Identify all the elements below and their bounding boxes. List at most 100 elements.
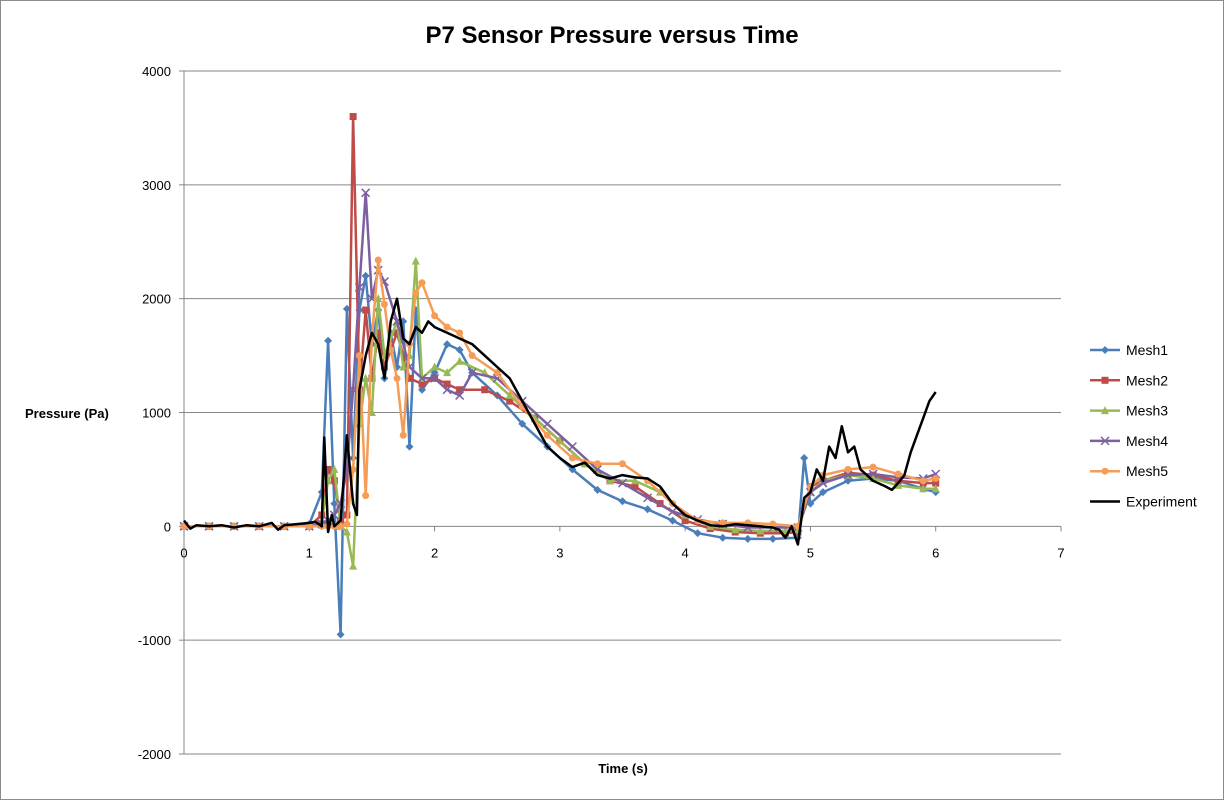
data-point-mesh5 [543, 431, 551, 439]
data-point-mesh2 [362, 306, 370, 314]
data-point-mesh1 [768, 534, 777, 543]
chart-title: P7 Sensor Pressure versus Time [425, 22, 798, 49]
y-tick-labels: -2000 -1000 0 1000 2000 3000 4000 [138, 64, 171, 762]
y-tick-label: 0 [164, 519, 171, 534]
data-point-mesh3 [931, 484, 940, 493]
data-point-mesh3 [330, 464, 339, 473]
data-point-mesh1 [718, 533, 727, 542]
data-point-mesh3 [430, 362, 439, 371]
data-point-mesh5 [355, 352, 363, 360]
x-tick-label: 1 [306, 545, 313, 560]
y-tick-label: 3000 [142, 178, 171, 193]
data-point-mesh1 [361, 271, 370, 280]
data-point-mesh5 [374, 256, 382, 264]
legend-label-mesh1: Mesh1 [1126, 342, 1168, 358]
x-tick-labels: 0 1 2 3 4 5 6 7 [180, 545, 1064, 560]
series-line-experiment [183, 297, 937, 546]
data-point-mesh2 [374, 329, 382, 337]
data-point-mesh1 [693, 529, 702, 538]
legend-marker-mesh4 [1100, 436, 1110, 446]
series-mesh5 [180, 256, 940, 530]
data-point-mesh4 [868, 469, 878, 479]
x-tick-label: 0 [180, 545, 187, 560]
legend-marker-mesh1 [1101, 346, 1109, 354]
data-point-mesh3 [605, 476, 614, 485]
data-point-mesh3 [555, 436, 564, 445]
legend-label-mesh3: Mesh3 [1126, 403, 1168, 419]
series-mesh3 [180, 256, 940, 570]
y-tick-label: 1000 [142, 406, 171, 421]
data-point-mesh4 [542, 419, 552, 429]
data-point-mesh1 [405, 442, 414, 451]
data-point-mesh5 [869, 463, 877, 471]
data-point-mesh2 [481, 386, 489, 394]
x-tick-label: 5 [807, 545, 814, 560]
legend-item-experiment: Experiment [1090, 494, 1197, 510]
series-line-mesh1 [184, 274, 937, 636]
series-group [179, 113, 941, 639]
data-point-mesh3 [399, 362, 408, 371]
data-point-mesh5 [443, 323, 451, 331]
data-point-mesh5 [932, 475, 940, 483]
data-point-mesh2 [418, 380, 426, 388]
data-point-mesh3 [361, 373, 370, 382]
data-point-mesh2 [380, 363, 388, 371]
data-point-mesh3 [631, 476, 640, 485]
data-point-mesh5 [894, 470, 902, 478]
x-tick-label: 3 [556, 545, 563, 560]
data-point-mesh1 [800, 454, 809, 463]
data-point-mesh3 [411, 256, 420, 265]
data-point-mesh2 [368, 374, 376, 382]
data-point-mesh4 [567, 442, 577, 452]
x-tick-label: 7 [1057, 545, 1064, 560]
data-point-mesh2 [681, 517, 689, 525]
data-point-mesh3 [756, 526, 765, 535]
y-tick-label: -2000 [138, 747, 171, 762]
legend-marker-mesh5 [1101, 467, 1109, 475]
legend-item-mesh1: Mesh1 [1090, 342, 1168, 358]
data-point-mesh4 [455, 390, 465, 400]
legend: Mesh1 Mesh2 Mesh3 Mesh4 Mesh5 Experiment [1090, 342, 1197, 510]
data-point-mesh5 [919, 477, 927, 485]
data-point-mesh4 [442, 385, 452, 395]
y-tick-label: 4000 [142, 64, 171, 79]
data-point-mesh4 [348, 385, 358, 395]
data-point-mesh4 [818, 478, 828, 488]
legend-item-mesh4: Mesh4 [1090, 433, 1168, 449]
data-point-mesh4 [617, 478, 628, 488]
data-point-mesh5 [593, 460, 601, 468]
y-tick-label: 2000 [142, 292, 171, 307]
series-line-mesh3 [184, 259, 936, 568]
x-tick-label: 6 [932, 545, 939, 560]
legend-label-experiment: Experiment [1126, 494, 1197, 510]
legend-label-mesh2: Mesh2 [1126, 372, 1168, 388]
data-point-mesh2 [324, 465, 332, 473]
series-line-mesh5 [184, 258, 936, 528]
data-point-mesh5 [568, 454, 576, 462]
data-point-mesh4 [430, 373, 440, 383]
data-point-mesh1 [618, 497, 627, 506]
series-line-mesh2 [184, 115, 936, 535]
data-point-mesh5 [362, 492, 370, 500]
data-point-mesh2 [456, 386, 464, 394]
data-point-mesh3 [919, 484, 928, 493]
data-point-mesh1 [593, 485, 602, 494]
data-point-mesh5 [493, 369, 501, 377]
data-point-mesh5 [380, 300, 388, 308]
data-point-mesh3 [342, 527, 351, 536]
data-point-mesh5 [412, 289, 420, 297]
legend-item-mesh2: Mesh2 [1090, 372, 1168, 388]
data-point-mesh4 [361, 188, 371, 198]
data-point-mesh5 [719, 519, 727, 527]
y-tick-label: -1000 [138, 633, 171, 648]
data-point-mesh1 [643, 505, 652, 514]
legend-item-mesh3: Mesh3 [1090, 403, 1168, 419]
x-axis-title: Time (s) [598, 761, 648, 776]
data-point-mesh1 [455, 345, 464, 354]
legend-item-mesh5: Mesh5 [1090, 463, 1168, 479]
data-point-mesh1 [324, 336, 333, 345]
data-point-mesh4 [843, 470, 853, 480]
data-point-mesh4 [643, 493, 653, 503]
